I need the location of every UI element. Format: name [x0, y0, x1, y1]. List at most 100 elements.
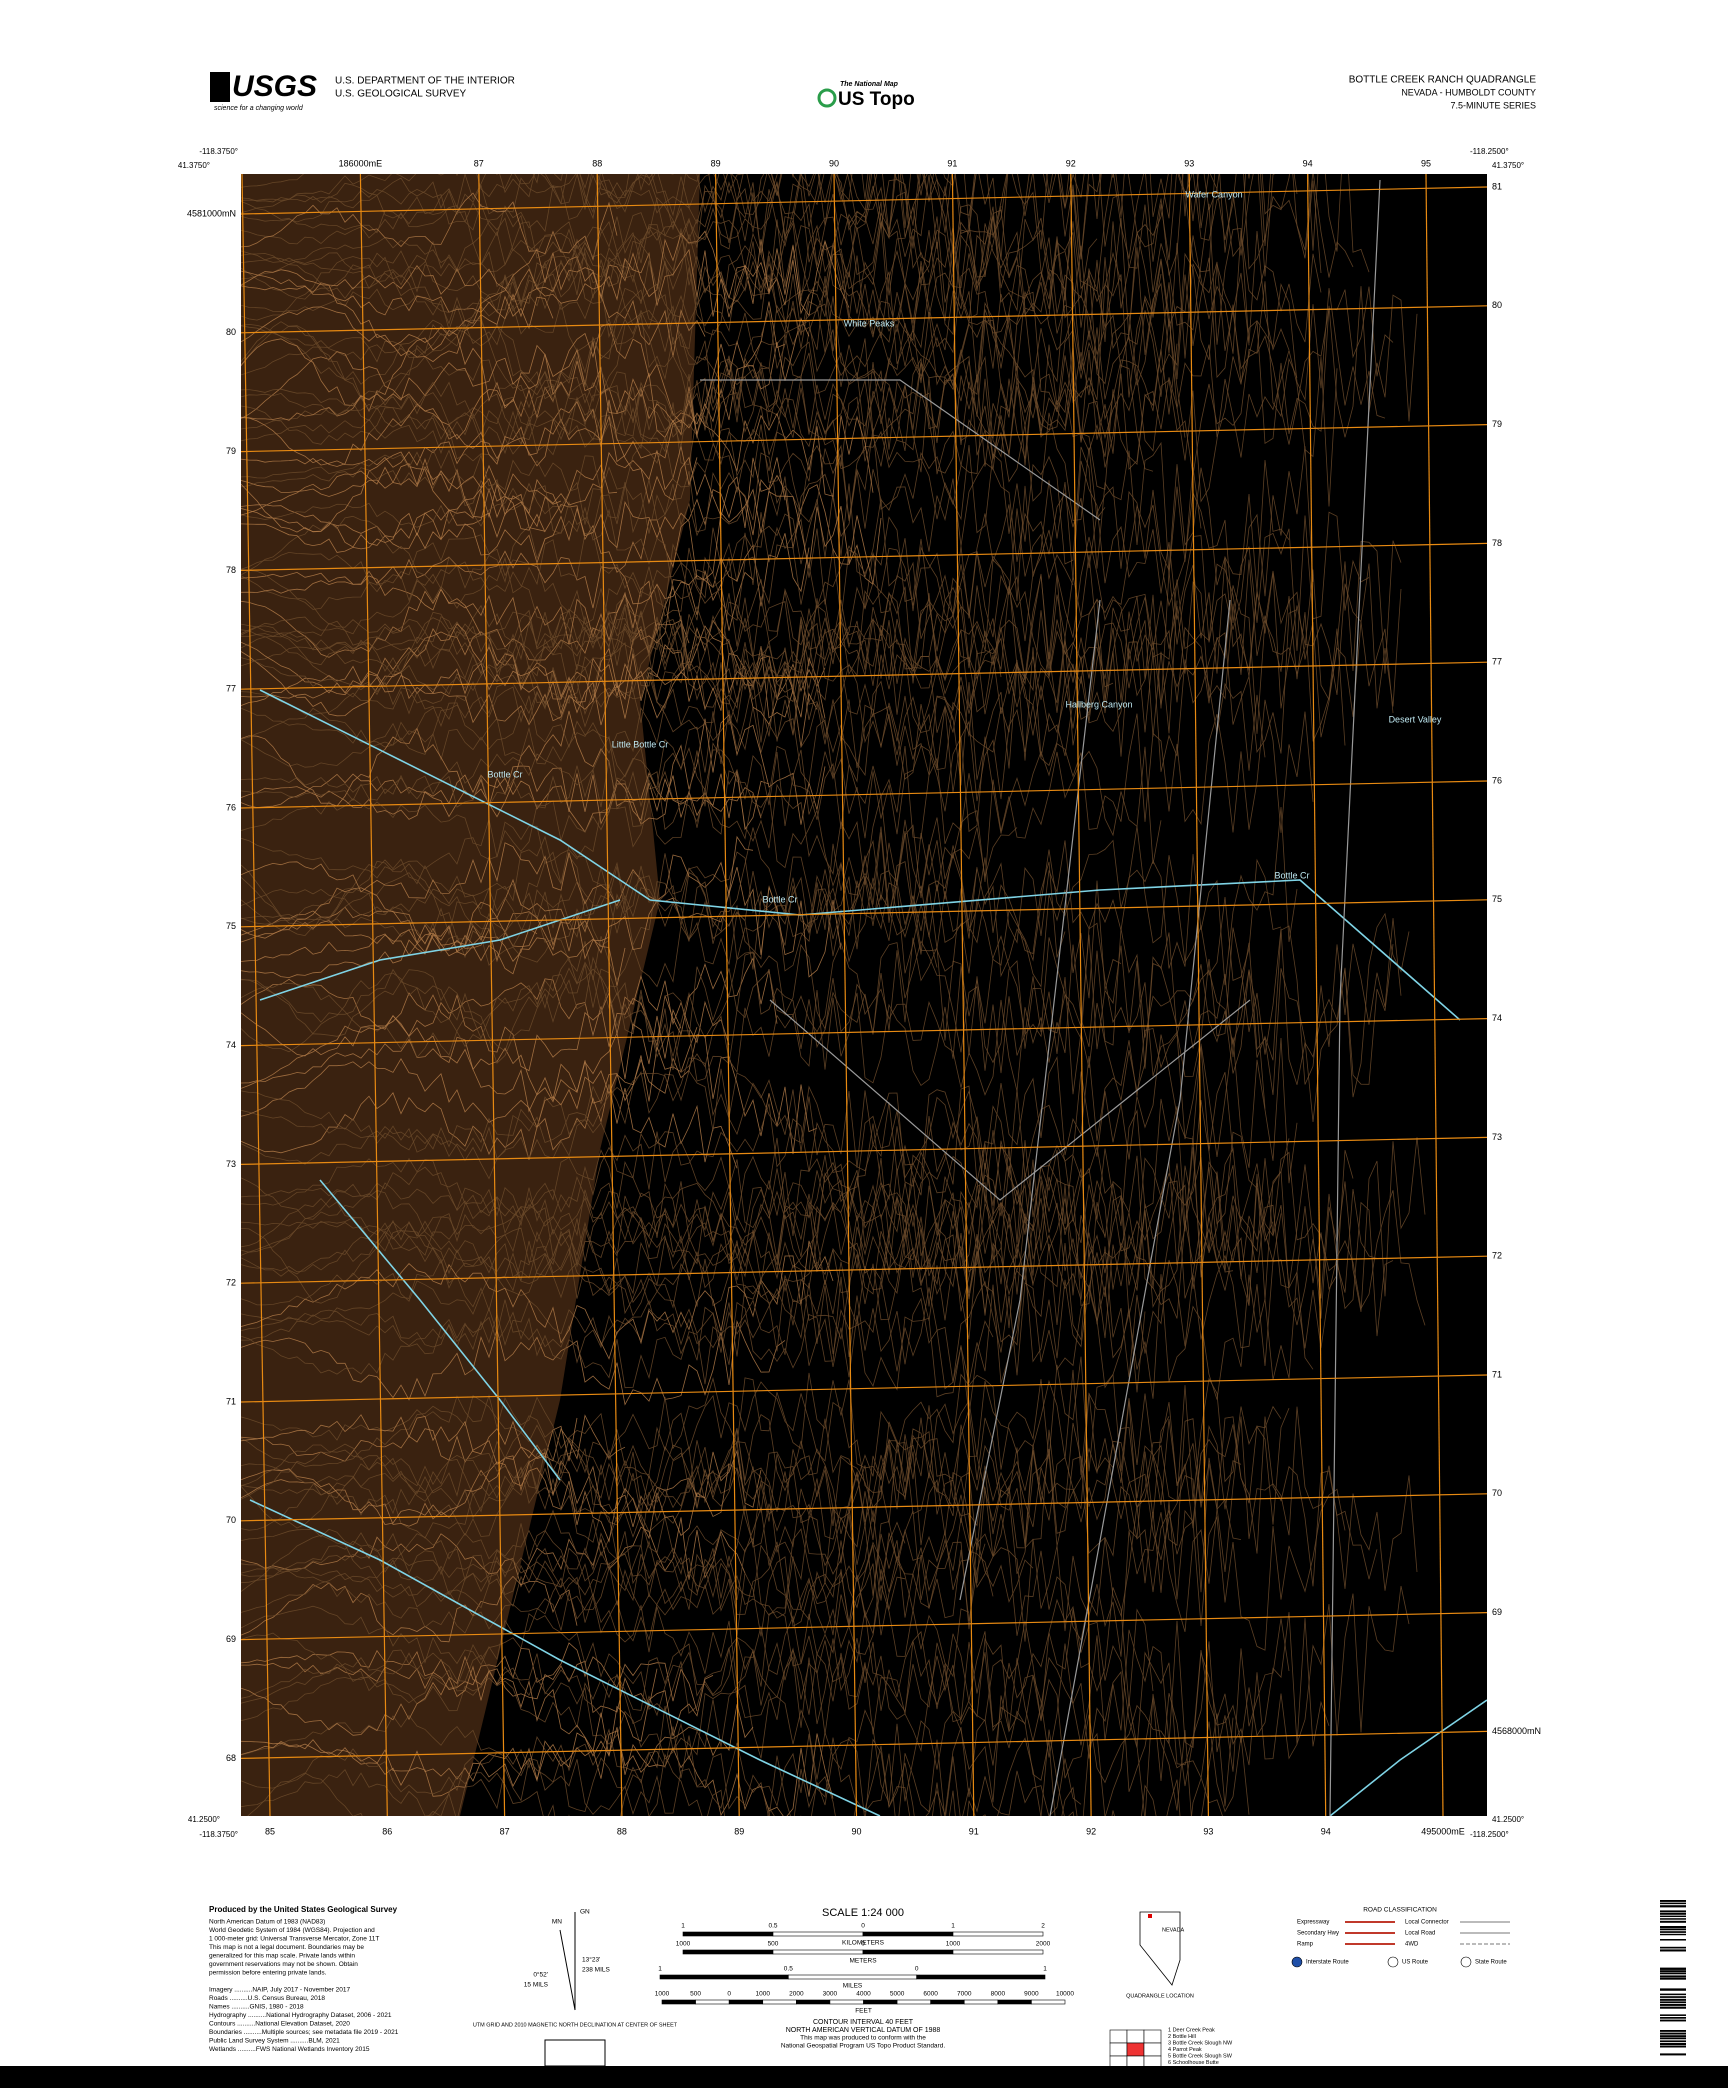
contour-line [241, 174, 1322, 274]
source-line: Contours ..........National Elevation Da… [209, 2021, 350, 2028]
contour-line [241, 765, 762, 825]
contour-line [241, 643, 818, 748]
grid-line [241, 1730, 1487, 1759]
contour-line [241, 745, 978, 844]
stream [259, 689, 1461, 1021]
contour-line [241, 580, 690, 661]
scale-tick-label: 2 [1041, 1923, 1045, 1930]
contour-line [241, 1517, 746, 1588]
scale-tick-label: 6000 [923, 1991, 938, 1998]
corner-coordinate: -118.2500° [1470, 1830, 1509, 1839]
grid-line [241, 661, 1487, 690]
corner-coordinate: 41.2500° [1492, 1815, 1524, 1824]
road [1329, 179, 1381, 1816]
place-name: White Peaks [844, 318, 895, 328]
adjoining-cell [1126, 2042, 1145, 2057]
contour-line [241, 1416, 1170, 1545]
source-line: Public Land Survey System ..........BLM,… [209, 2038, 340, 2045]
contour-line [241, 1449, 762, 1543]
northing-label: 75 [226, 921, 236, 931]
adjoining-quad: 3 Bottle Creek Slough NW [1168, 2040, 1233, 2046]
northing-label: 74 [1492, 1013, 1502, 1023]
easting-label: 186000mE [339, 158, 383, 168]
northing-label: 77 [226, 684, 236, 694]
contour-line [241, 1299, 994, 1416]
contour-line [241, 1506, 986, 1622]
contour-line [241, 866, 842, 978]
place-name: Bottle Cr [1274, 870, 1309, 880]
northing-label: 71 [226, 1396, 236, 1406]
barcode-bar [1660, 2032, 1686, 2035]
scale-tick-label: 1000 [756, 1991, 771, 1998]
grid-line [241, 424, 1487, 453]
easting-label: 90 [851, 1826, 861, 1836]
scale-tick-label: 2000 [789, 1991, 804, 1998]
easting-label: 89 [734, 1826, 744, 1836]
grid-line [241, 186, 1487, 215]
contour-line [241, 1414, 626, 1465]
grid-line [241, 305, 1487, 334]
road-legend-label: Local Connector [1405, 1920, 1449, 1926]
contour-line [241, 1319, 786, 1406]
contour-note: CONTOUR INTERVAL 40 FEET [813, 2019, 914, 2026]
contour-line [241, 619, 826, 719]
scale-tick-label: 2000 [1036, 1941, 1051, 1948]
scale-tick-label: 5000 [890, 1991, 905, 1998]
road-legend-title: ROAD CLASSIFICATION [1363, 1907, 1437, 1914]
northing-label: 78 [1492, 538, 1502, 548]
scale-segment [896, 1999, 931, 2005]
northing-label: 74 [226, 1040, 236, 1050]
easting-label: 94 [1303, 158, 1313, 168]
contour-note: This map was produced to conform with th… [800, 2035, 926, 2042]
contour-line [241, 1674, 1223, 1816]
usgs-tagline: science for a changing world [214, 105, 304, 112]
northing-label: 80 [226, 327, 236, 337]
northing-label: 77 [1492, 657, 1502, 667]
stream [1329, 1699, 1487, 1816]
contour-line [241, 1406, 1418, 1593]
easting-label: 87 [500, 1826, 510, 1836]
grid-line [715, 174, 740, 1816]
northing-label: 4568000mN [1492, 1726, 1541, 1736]
route-shield [1291, 1956, 1303, 1968]
contour-line [241, 1704, 754, 1783]
barcode-bar [1660, 2001, 1686, 2004]
route-shield-label: US Route [1402, 1960, 1429, 1966]
barcode-bar [1660, 1931, 1686, 1933]
scale-tick-label: 0.5 [768, 1923, 777, 1930]
scale-tick-label: 7000 [957, 1991, 972, 1998]
usgs-logo-mark [210, 72, 230, 102]
northing-label: 69 [226, 1634, 236, 1644]
corner-coordinate: -118.3750° [199, 147, 238, 156]
route-shield-label: Interstate Route [1306, 1960, 1349, 1966]
northing-label: 70 [1492, 1488, 1502, 1498]
usgs-logo: USGS [232, 70, 317, 103]
scale-tick-label: 0 [861, 1923, 865, 1930]
contour-line [241, 666, 954, 785]
barcode-bar [1660, 1915, 1686, 1918]
adjoining-cell [1126, 2029, 1145, 2044]
scale-unit: METERS [849, 1958, 877, 1965]
scale-title: SCALE 1:24 000 [822, 1907, 904, 1919]
contour-line [241, 556, 1394, 738]
scale-tick-label: 1000 [655, 1991, 670, 1998]
easting-label: 90 [829, 158, 839, 168]
grid-line [241, 174, 271, 1816]
contour-line [241, 174, 1298, 301]
contour-line [241, 769, 770, 833]
contour-line [241, 1034, 818, 1155]
grid-line [241, 899, 1487, 928]
scale-segment [772, 1931, 864, 1937]
contour-line [241, 929, 626, 986]
contour-line [241, 353, 698, 439]
grid-zone-box [544, 2039, 606, 2067]
grid-line [241, 1136, 1487, 1165]
scale-tick-label: 500 [690, 1991, 701, 1998]
scale-segment [682, 1949, 774, 1955]
scale-tick-label: 4000 [856, 1991, 871, 1998]
contour-line [241, 928, 1266, 1109]
contour-line [241, 1402, 1290, 1528]
scale-segment [661, 1999, 696, 2005]
contour-line [241, 957, 778, 1047]
